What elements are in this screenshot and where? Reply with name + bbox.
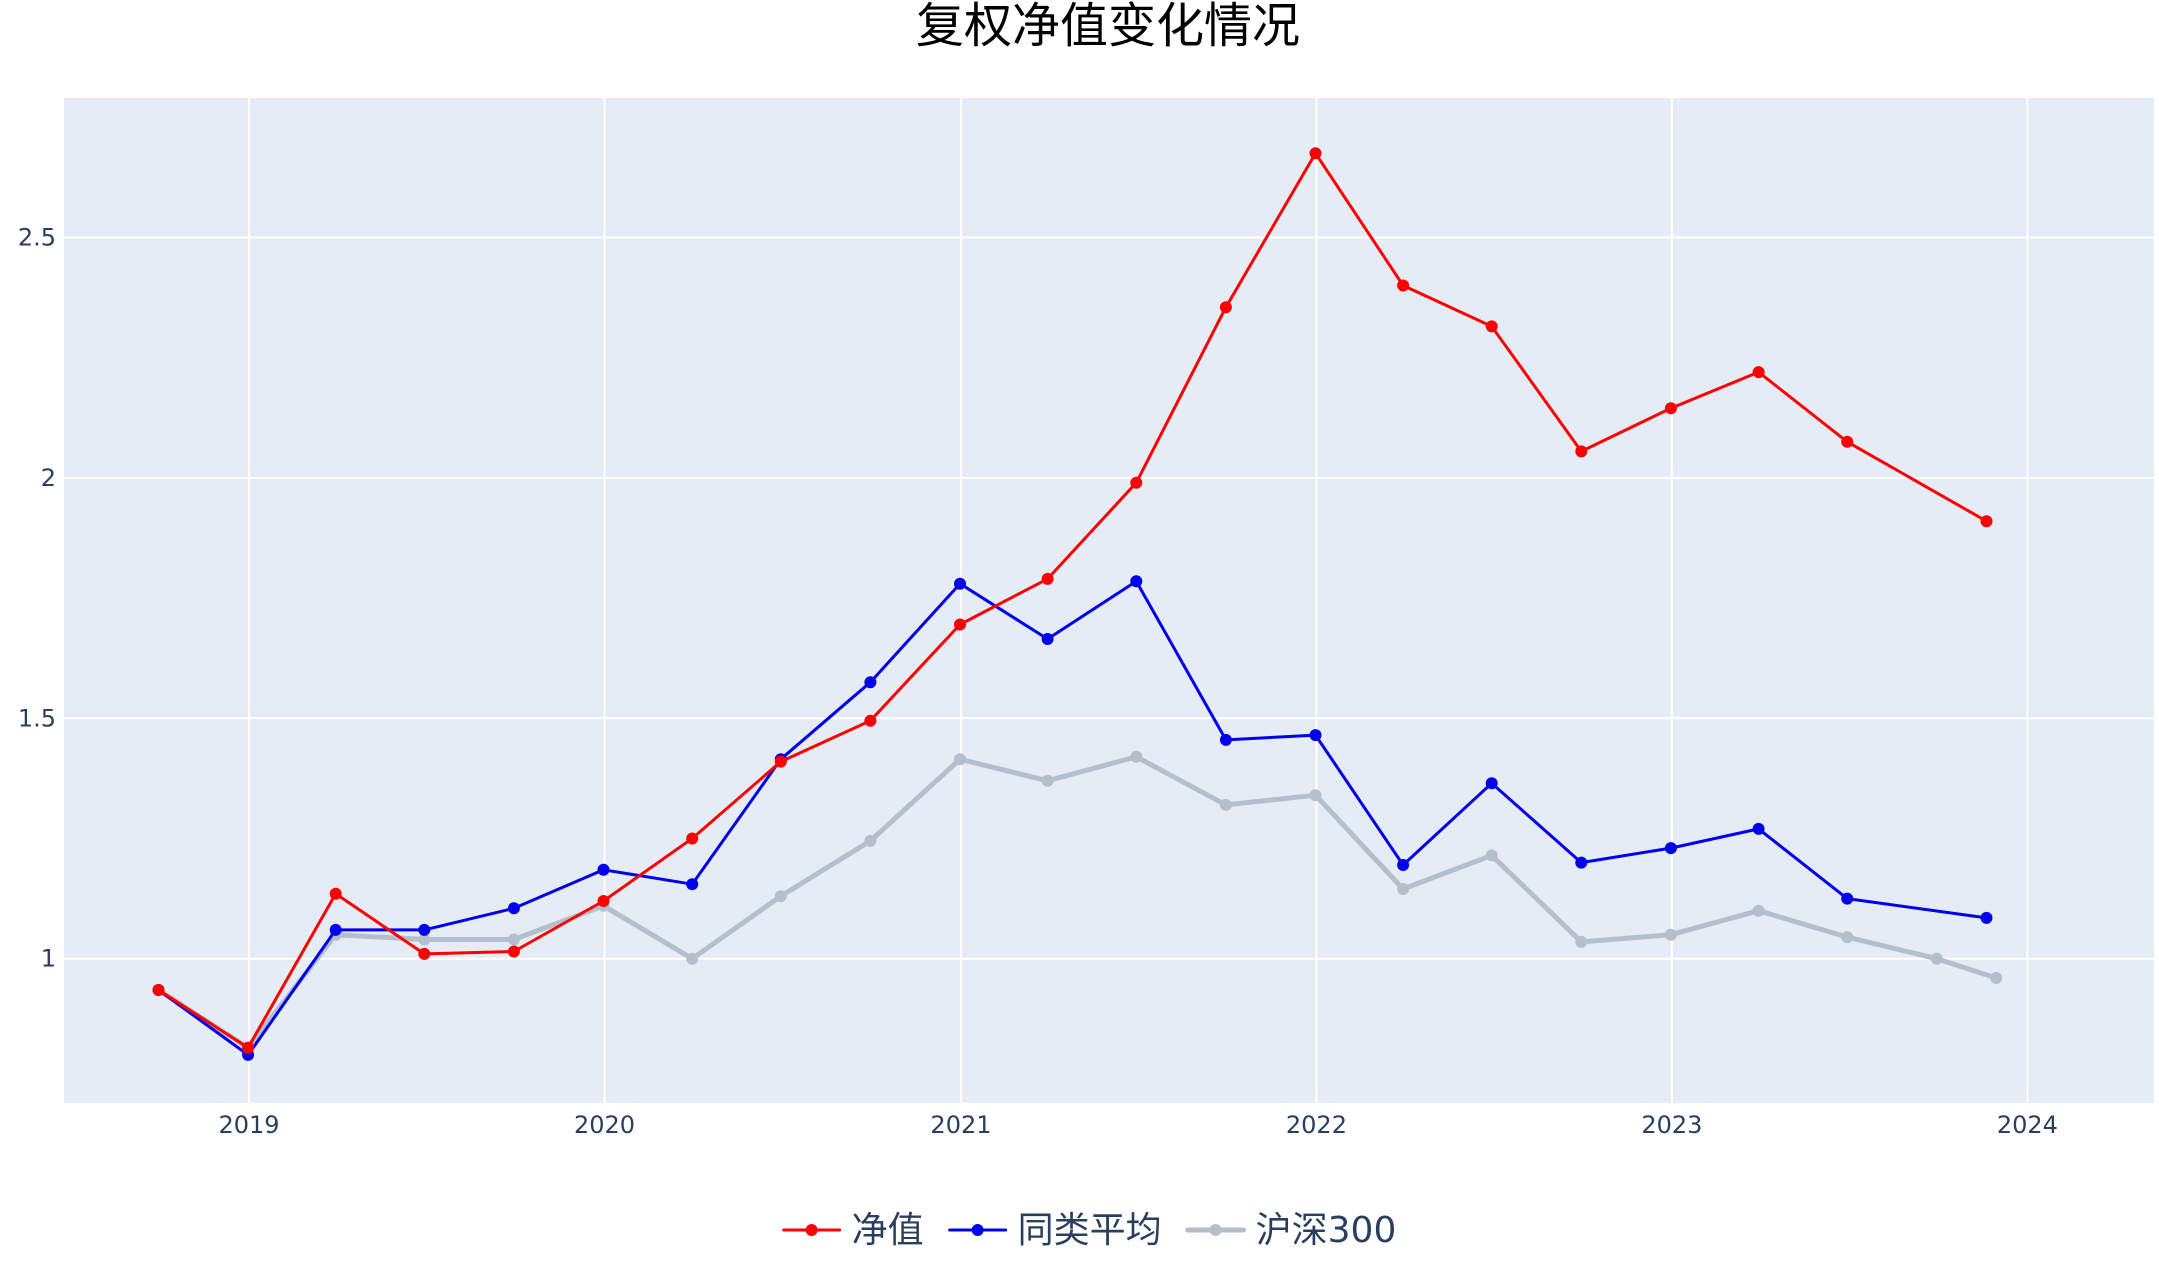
data-point-marker [418, 923, 431, 936]
y-tick-label: 2.5 [18, 223, 56, 251]
data-point-marker [1130, 476, 1143, 489]
data-point-marker [1575, 445, 1588, 458]
series-line [156, 754, 1999, 1051]
legend-item[interactable]: 同类平均 [948, 1210, 1162, 1251]
legend-item[interactable]: 沪深300 [1185, 1210, 1397, 1251]
y-axis-tick-labels: 1 1.5 2 2.5 [18, 223, 56, 972]
data-point-marker [686, 878, 699, 891]
x-tick-label: 2021 [930, 1111, 991, 1139]
data-point-marker [329, 887, 342, 900]
data-point-marker [1575, 935, 1588, 948]
data-point-marker [1485, 777, 1498, 790]
data-point-marker [1041, 633, 1054, 645]
data-point-marker [418, 933, 431, 946]
legend-swatch-marker [805, 1224, 818, 1236]
legend-swatch-marker [971, 1224, 984, 1236]
legend-label: 净值 [852, 1210, 924, 1251]
data-point-marker [1041, 774, 1054, 787]
series-0 [152, 147, 1993, 1054]
data-point-marker [774, 890, 787, 903]
data-point-marker [1980, 515, 1993, 528]
data-point-marker [597, 895, 610, 907]
data-point-marker [774, 755, 787, 768]
series-layer [152, 147, 2003, 1061]
data-point-marker [1664, 928, 1677, 941]
data-point-marker [1752, 904, 1765, 917]
data-point-marker [1485, 320, 1498, 333]
data-point-marker [1219, 733, 1232, 746]
data-point-marker [1397, 859, 1410, 871]
data-point-marker [954, 753, 966, 766]
data-point-marker [507, 945, 520, 958]
data-point-marker [1397, 883, 1410, 895]
data-point-marker [1309, 729, 1322, 742]
data-point-marker [1664, 842, 1677, 855]
data-point-marker [597, 863, 610, 876]
x-tick-label: 2023 [1641, 1111, 1702, 1139]
y-tick-label: 1 [41, 945, 56, 973]
data-point-marker [507, 933, 520, 946]
data-point-marker [864, 834, 877, 847]
legend-swatch-marker [1209, 1224, 1222, 1236]
data-point-marker [1575, 856, 1588, 869]
legend-label: 沪深300 [1256, 1210, 1397, 1251]
data-point-marker [1841, 435, 1854, 448]
x-tick-label: 2019 [219, 1111, 280, 1139]
data-point-marker [864, 676, 877, 689]
data-point-marker [1841, 931, 1854, 944]
data-point-marker [686, 832, 699, 845]
legend[interactable]: 净值 同类平均 沪深300 [782, 1210, 1397, 1251]
data-point-marker [1485, 849, 1498, 862]
data-point-marker [1980, 911, 1993, 924]
legend-item[interactable]: 净值 [782, 1210, 924, 1251]
data-point-marker [1309, 147, 1322, 160]
data-point-marker [1841, 892, 1854, 905]
data-point-marker [954, 577, 966, 590]
data-point-marker [1752, 366, 1765, 379]
data-point-marker [686, 952, 699, 965]
data-point-marker [418, 947, 431, 960]
y-tick-label: 2 [41, 464, 56, 492]
data-point-marker [1397, 279, 1410, 292]
data-point-marker [1990, 972, 2003, 984]
y-tick-label: 1.5 [18, 704, 56, 732]
series-1 [152, 575, 1993, 1061]
x-tick-label: 2024 [1997, 1111, 2058, 1139]
data-point-marker [1130, 750, 1143, 763]
chart-title: 复权净值变化情况 [916, 0, 1300, 54]
data-point-marker [242, 1041, 255, 1054]
gridlines [64, 98, 2154, 1103]
data-point-marker [507, 902, 520, 915]
data-point-marker [864, 714, 877, 727]
data-point-marker [954, 618, 966, 631]
data-point-marker [152, 984, 165, 996]
x-axis-tick-labels: 2019 2020 2021 2022 2023 2024 [219, 1111, 2058, 1139]
data-point-marker [1041, 572, 1054, 585]
x-tick-label: 2022 [1286, 1111, 1347, 1139]
data-point-marker [329, 923, 342, 936]
legend-label: 同类平均 [1018, 1210, 1162, 1251]
data-point-marker [1219, 798, 1232, 811]
data-point-marker [1752, 822, 1765, 835]
x-tick-label: 2020 [574, 1111, 635, 1139]
data-point-marker [1130, 575, 1143, 588]
data-point-marker [1930, 952, 1943, 965]
data-point-marker [1219, 301, 1232, 314]
data-point-marker [1664, 402, 1677, 415]
data-point-marker [1309, 789, 1322, 802]
